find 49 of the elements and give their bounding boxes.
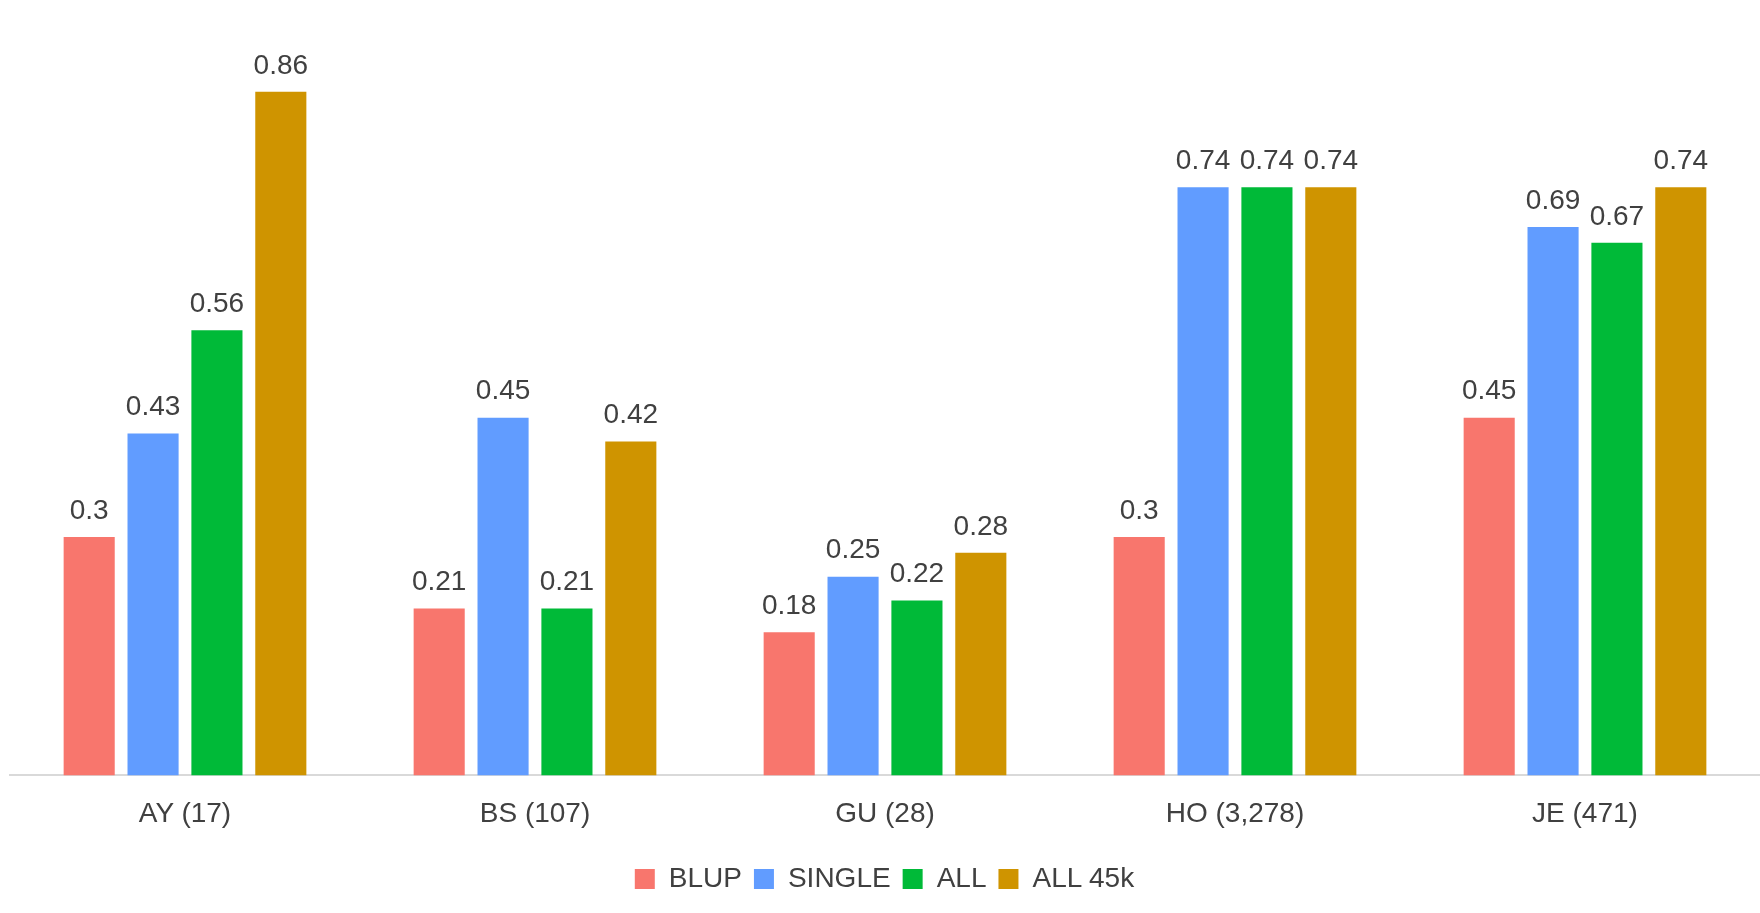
bar [1463,417,1515,776]
bar [477,417,529,776]
bar [763,632,815,776]
data-label: 0.3 [1119,493,1159,525]
data-label: 0.67 [1589,199,1645,231]
data-label: 0.42 [603,398,659,430]
bar [1527,226,1579,776]
data-label: 0.43 [125,390,181,422]
bar [541,608,593,776]
data-label: 0.86 [253,48,309,80]
bar [1655,187,1707,776]
bar [1113,536,1165,776]
x-tick-label: BS (107) [479,796,591,828]
data-label: 0.74 [1653,143,1709,175]
bar [605,441,657,776]
legend-label: BLUP [668,861,742,893]
bar [1305,187,1357,776]
bar [191,330,243,776]
bar [1241,187,1293,776]
data-label: 0.74 [1303,143,1359,175]
data-label: 0.25 [825,533,881,565]
bar [127,433,179,776]
bar [827,576,879,776]
data-label: 0.45 [1461,374,1517,406]
data-label: 0.3 [69,493,109,525]
legend-label: SINGLE [787,861,891,893]
data-label: 0.56 [189,286,245,318]
data-label: 0.69 [1525,183,1581,215]
bar [413,608,465,776]
data-label: 0.21 [539,565,595,597]
data-label: 0.21 [411,565,467,597]
x-tick-label: AY (17) [138,796,232,828]
data-label: 0.45 [475,374,531,406]
legend-label: ALL [936,861,987,893]
x-tick-label: GU (28) [835,796,935,828]
legend-label: ALL 45k [1032,861,1136,893]
x-tick-label: HO (3,278) [1165,796,1305,828]
bar [1591,242,1643,776]
bar [63,536,115,776]
data-label: 0.74 [1239,143,1295,175]
bar [255,91,307,776]
bar [955,552,1007,776]
bar [1177,187,1229,776]
data-label: 0.18 [761,589,817,621]
data-label: 0.74 [1175,143,1231,175]
data-label: 0.28 [953,509,1009,541]
x-tick-label: JE (471) [1532,796,1638,828]
bar [891,600,943,776]
data-label: 0.22 [889,557,945,589]
